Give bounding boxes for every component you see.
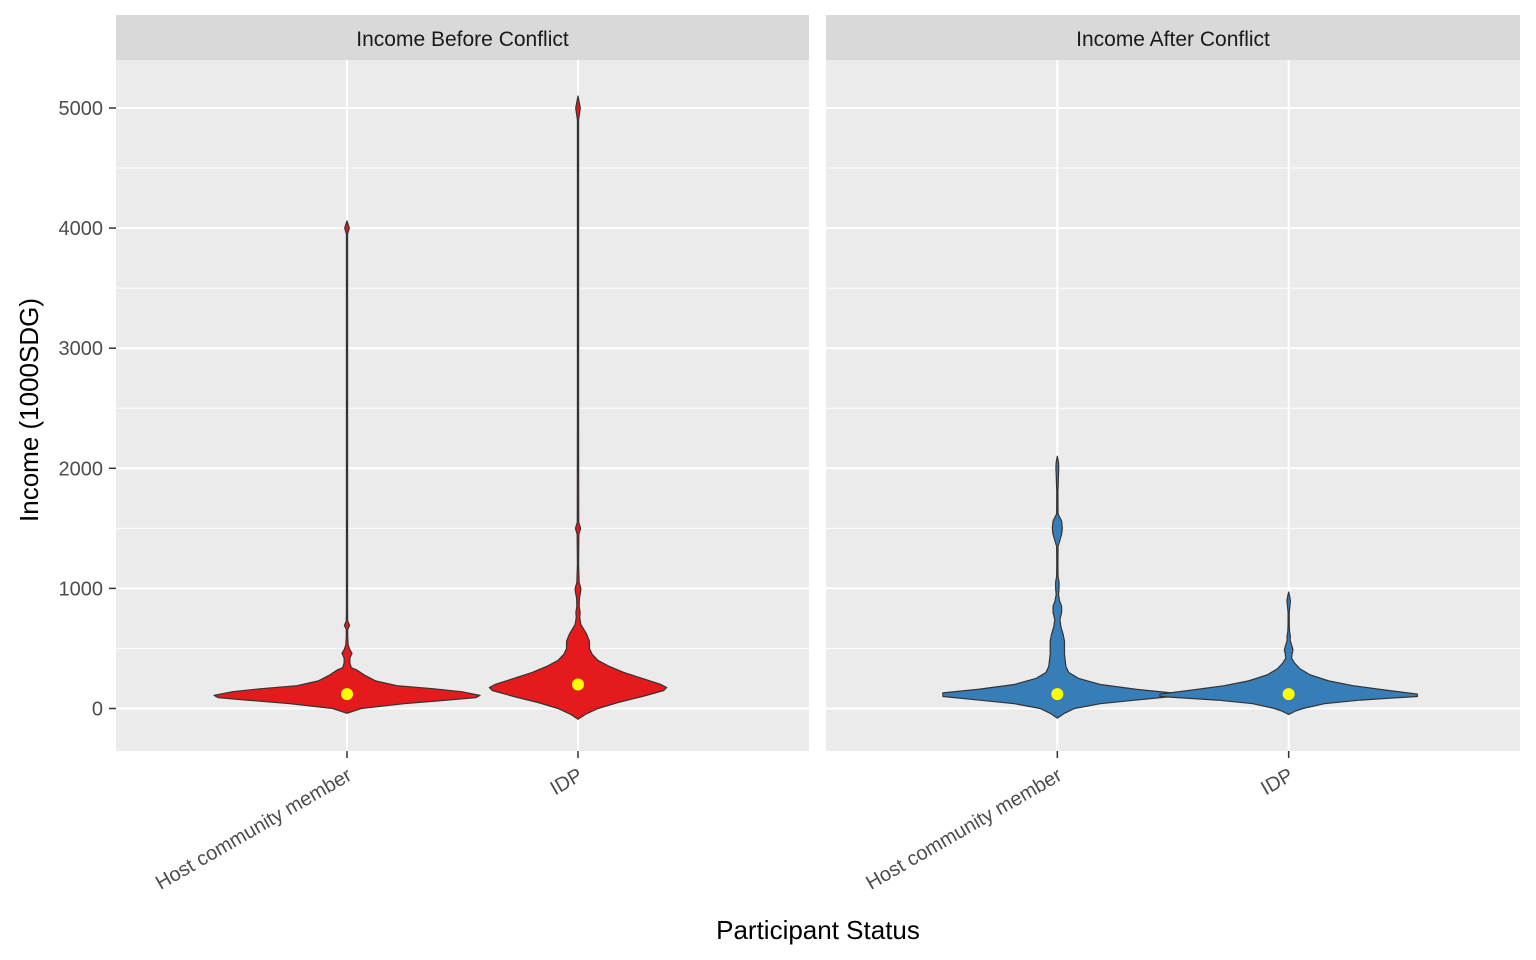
y-tick-label: 4000 bbox=[59, 218, 104, 240]
mean-point bbox=[1282, 688, 1295, 701]
y-tick-label: 5000 bbox=[59, 98, 104, 120]
facet-strip-label: Income Before Conflict bbox=[356, 28, 569, 51]
x-tick-label: IDP bbox=[1257, 764, 1297, 800]
mean-point bbox=[572, 678, 584, 691]
panel-background bbox=[116, 60, 809, 751]
y-axis: 0 1000 2000 3000 4000 5000 bbox=[59, 98, 116, 721]
y-axis-title: Income (1000SDG) bbox=[14, 298, 44, 522]
y-tick-label: 3000 bbox=[59, 338, 104, 360]
facet-strip-label: Income After Conflict bbox=[1076, 28, 1270, 51]
x-tick-label: Host community member bbox=[152, 764, 356, 894]
facet-panel: Income Before Conflict Host community mem… bbox=[116, 15, 809, 894]
violin bbox=[942, 455, 1173, 719]
y-tick-label: 0 bbox=[92, 699, 103, 721]
violin bbox=[213, 220, 481, 714]
mean-point bbox=[1051, 688, 1064, 701]
facet-panel: Income After Conflict Host community memb… bbox=[826, 15, 1520, 894]
facet-strip bbox=[116, 15, 809, 60]
y-tick-label: 1000 bbox=[59, 578, 104, 600]
panel-background bbox=[826, 60, 1520, 751]
facet-strip bbox=[826, 15, 1520, 60]
violin bbox=[488, 95, 668, 720]
x-axis-title: Participant Status bbox=[716, 915, 920, 945]
mean-point bbox=[341, 688, 353, 701]
x-tick-label: Host community member bbox=[862, 764, 1066, 894]
plot-panels: Income Before Conflict Host community mem… bbox=[59, 15, 1520, 894]
x-tick-label: IDP bbox=[547, 764, 587, 800]
y-tick-label: 2000 bbox=[59, 458, 104, 480]
violin bbox=[1159, 591, 1418, 716]
